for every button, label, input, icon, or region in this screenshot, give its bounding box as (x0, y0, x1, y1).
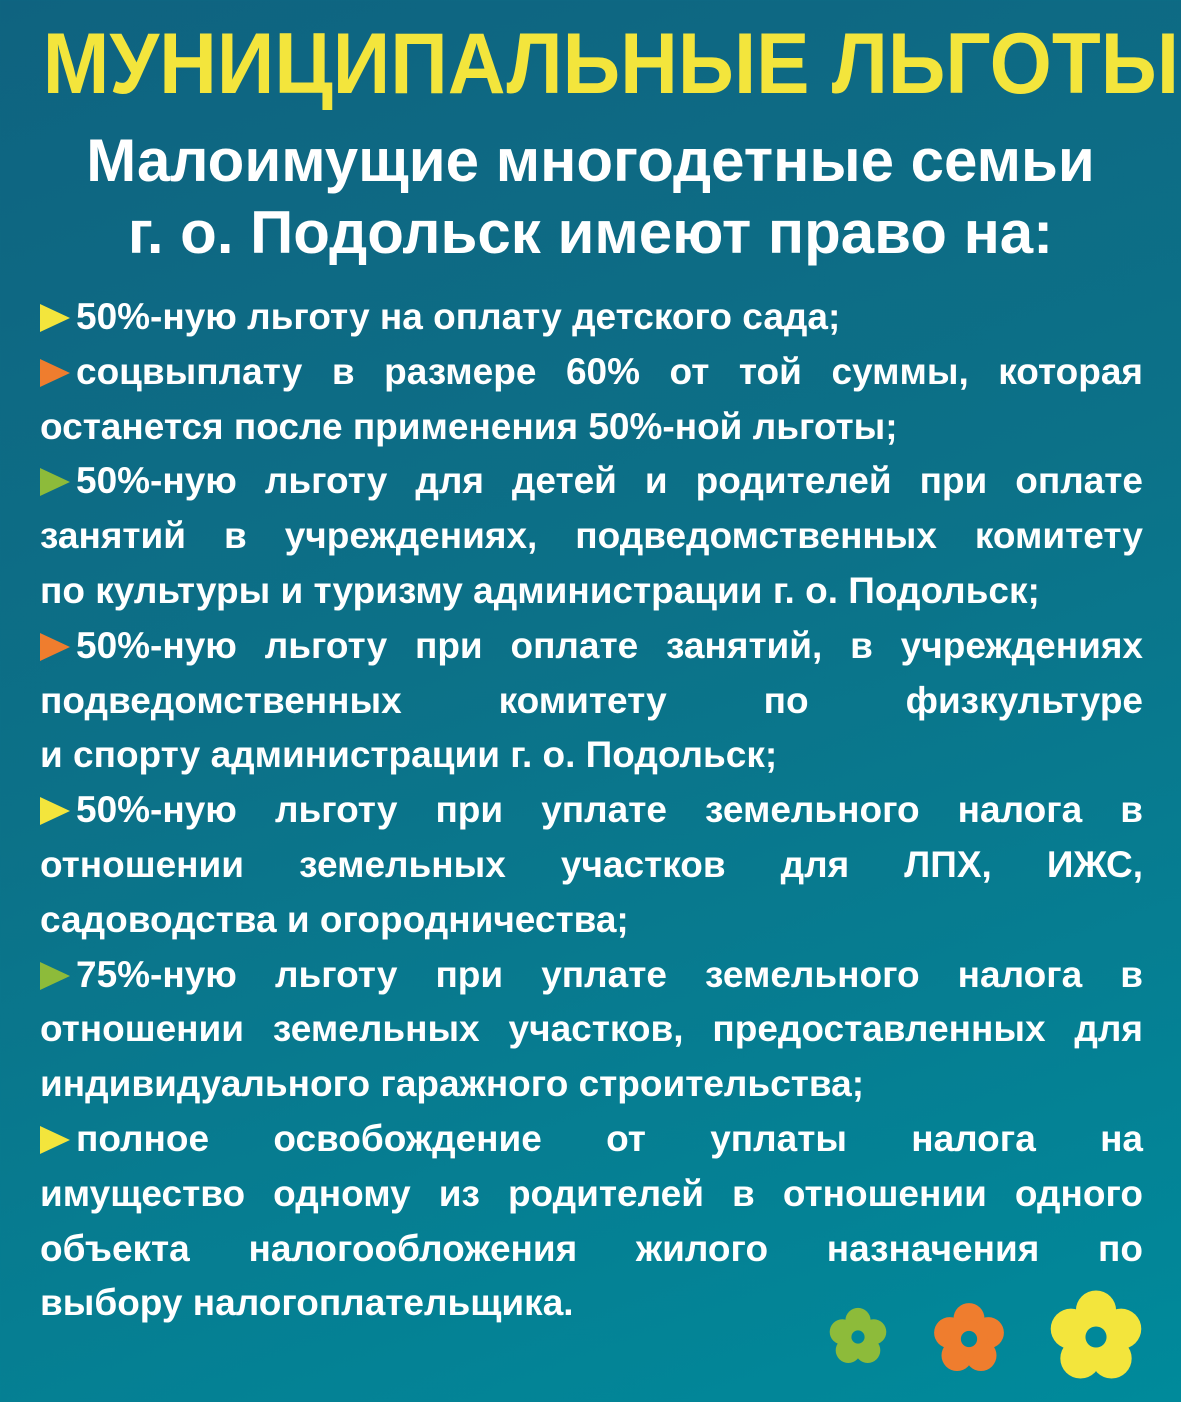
benefits-list: 50%-ную льготу на оплату детского сада; с… (40, 290, 1143, 1331)
list-item-line: соцвыплату в размере 60% от той суммы, к… (40, 345, 1143, 400)
flower-icon (934, 1303, 1004, 1372)
list-item-text: 75%-ную льготу при уплате земельного нал… (76, 953, 1143, 995)
list-item-text: соцвыплату в размере 60% от той суммы, к… (76, 350, 1143, 392)
list-item-line: 50%-ную льготу при уплате земельного нал… (40, 783, 1143, 838)
list-item-text: садоводства и огородничества; (40, 898, 629, 940)
page-title: МУНИЦИПАЛЬНЫЕ ЛЬГОТЫ (0, 14, 1181, 114)
list-item-line: подведомственных комитету по физкультуре (40, 674, 1143, 729)
triangle-bullet-icon (40, 797, 70, 826)
list-item-text: индивидуального гаражного строительства; (40, 1063, 865, 1105)
triangle-bullet-icon (40, 1125, 70, 1154)
list-item-line: 50%-ную льготу на оплату детского сада; (40, 290, 1143, 345)
list-item-line: 75%-ную льготу при уплате земельного нал… (40, 948, 1143, 1003)
list-item-text: 50%-ную льготу для детей и родителей при… (76, 460, 1143, 502)
list-item-line: по культуры и туризму администрации г. о… (40, 564, 1143, 619)
flower-icon (829, 1307, 887, 1363)
list-item-text: 50%-ную льготу при оплате занятий, в учр… (76, 624, 1143, 666)
list-item-line: отношении земельных участков, предоставл… (40, 1002, 1143, 1057)
subtitle-line-2: г. о. Подольск имеют право на: (127, 199, 1054, 266)
subtitle-line-1: Малоимущие многодетные семьи (86, 127, 1095, 194)
list-item-text: 50%-ную льготу на оплату детского сада; (76, 296, 841, 337)
list-item-text: отношении земельных участков для ЛПХ, ИЖ… (40, 843, 1143, 885)
list-item-text: выбору налогоплательщика. (40, 1282, 574, 1324)
list-item-line: останется после применения 50%-ной льгот… (40, 400, 1143, 455)
list-item-text: по культуры и туризму администрации г. о… (40, 569, 1040, 611)
list-item-line: отношении земельных участков для ЛПХ, ИЖ… (40, 838, 1143, 893)
flowers-decoration (829, 1290, 1142, 1379)
list-item-text: объекта налогообложения жилого назначени… (40, 1227, 1143, 1269)
triangle-bullet-icon (40, 468, 70, 497)
list-item-text: останется после применения 50%-ной льгот… (40, 405, 898, 447)
list-item-line: имущество одному из родителей в отношени… (40, 1167, 1143, 1222)
list-item-line: объекта налогообложения жилого назначени… (40, 1222, 1143, 1277)
triangle-bullet-icon (40, 358, 70, 387)
list-item-line: 50%-ную льготу для детей и родителей при… (40, 454, 1143, 509)
list-item-line: полное освобождение от уплаты налога на (40, 1112, 1143, 1167)
list-item-text: и спорту администрации г. о. Подольск; (40, 734, 778, 776)
list-item-line: и спорту администрации г. о. Подольск; (40, 728, 1143, 783)
title-text: МУНИЦИПАЛЬНЫЕ ЛЬГОТЫ (42, 16, 1180, 112)
triangle-bullet-icon (40, 632, 70, 661)
triangle-bullet-icon (40, 304, 70, 332)
flower-icon (1050, 1290, 1142, 1379)
list-item-line: индивидуального гаражного строительства; (40, 1057, 1143, 1112)
list-item-text: имущество одному из родителей в отношени… (40, 1172, 1143, 1214)
list-item-text: занятий в учреждениях, подведомственных … (40, 515, 1143, 557)
list-item-text: отношении земельных участков, предоставл… (40, 1008, 1143, 1050)
list-item-line: выбору налогоплательщика. (40, 1276, 1143, 1331)
list-item-line: 50%-ную льготу при оплате занятий, в учр… (40, 619, 1143, 674)
list-item-text: полное освобождение от уплаты налога на (76, 1117, 1143, 1159)
list-item-text: подведомственных комитету по физкультуре (40, 679, 1143, 721)
list-item-text: 50%-ную льготу при уплате земельного нал… (76, 789, 1143, 831)
list-item-line: садоводства и огородничества; (40, 893, 1143, 948)
list-item-line: занятий в учреждениях, подведомственных … (40, 509, 1143, 564)
triangle-bullet-icon (40, 961, 70, 990)
